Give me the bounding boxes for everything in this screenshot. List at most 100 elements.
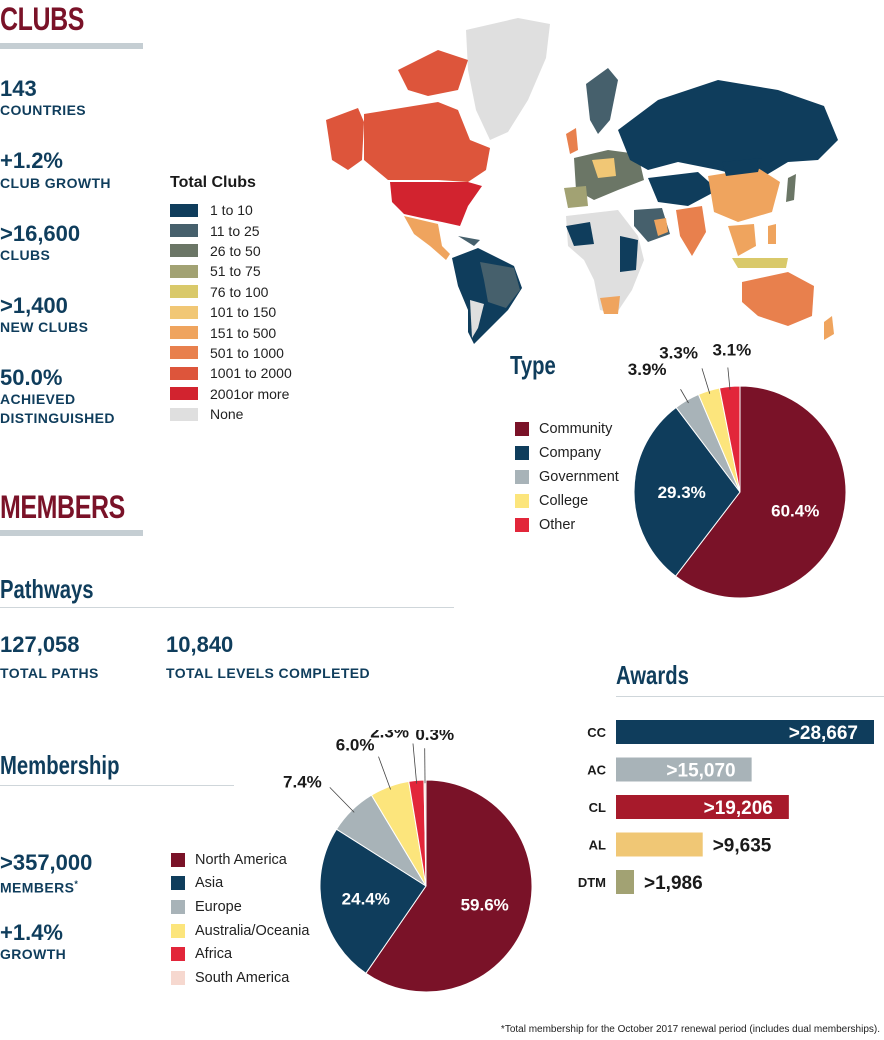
map-australia [742, 272, 814, 326]
map-legend-swatch [170, 224, 198, 238]
map-legend-item: 76 to 100 [170, 282, 292, 302]
map-uk [566, 128, 578, 154]
total-paths-label: TOTAL PATHS [0, 665, 99, 681]
map-legend-label: 1001 to 2000 [210, 365, 292, 382]
region-leader-line [412, 743, 418, 784]
region-legend-item: Asia [171, 872, 309, 896]
members-title: MEMBERS [0, 489, 125, 525]
membership-footnote: *Total membership for the October 2017 r… [500, 1024, 880, 1035]
type-value-label: 3.3% [659, 343, 698, 362]
members-count-value: >357,000 [0, 850, 93, 875]
award-value-label: >28,667 [789, 723, 858, 744]
map-legend-label: 26 to 50 [210, 242, 261, 259]
type-legend-label: Community [539, 421, 613, 437]
type-legend-swatch [515, 422, 529, 436]
region-legend-swatch [171, 899, 185, 914]
map-scandinavia [586, 68, 618, 134]
region-legend-swatch [171, 876, 185, 891]
map-central-asia [648, 172, 718, 206]
map-legend-label: 101 to 150 [210, 304, 277, 321]
award-value-label: >19,206 [704, 798, 773, 819]
region-legend-label: South America [195, 969, 290, 986]
type-value-label: 3.9% [628, 360, 667, 379]
stat-countries-label: COUNTRIES [0, 102, 87, 118]
map-arctic-islands [398, 50, 468, 96]
awards-rule [616, 696, 884, 697]
region-legend-label: North America [195, 851, 287, 868]
region-slice [365, 779, 533, 993]
type-value-label: 60.4% [771, 502, 819, 521]
type-value-label: 3.1% [712, 341, 751, 360]
map-caribbean [458, 236, 480, 246]
type-legend-label: Company [539, 445, 602, 461]
map-legend-label: 151 to 500 [210, 324, 277, 341]
region-legend-item: North America [171, 848, 309, 872]
map-west-africa [566, 222, 594, 246]
type-slice [633, 406, 741, 577]
map-legend-label: 2001or more [210, 385, 290, 402]
region-value-label: 2.3% [370, 730, 409, 741]
award-bar [616, 795, 789, 819]
stat-clubs-label: CLUBS [0, 247, 51, 263]
map-legend-item: 101 to 150 [170, 302, 292, 322]
map-legend-swatch [170, 407, 198, 421]
map-legend-item: 1001 to 2000 [170, 363, 292, 383]
map-spain [564, 186, 588, 208]
map-southeast-asia [728, 224, 756, 256]
region-legend-item: Africa [171, 942, 309, 966]
award-category-label: DTM [578, 875, 606, 890]
map-legend-item: 2001or more [170, 384, 292, 404]
map-canada [364, 102, 490, 182]
map-indonesia [732, 258, 788, 268]
map-legend-item: 1 to 10 [170, 200, 292, 220]
type-legend-swatch [515, 446, 529, 460]
type-value-label: 29.3% [658, 483, 706, 502]
award-bar [616, 757, 752, 782]
type-legend-label: College [539, 493, 589, 509]
type-legend-label: Other [539, 517, 576, 533]
map-greenland [466, 18, 550, 140]
stat-new-clubs-value: >1,400 [0, 293, 68, 318]
type-leader-line [727, 367, 731, 390]
map-new-zealand [824, 316, 834, 340]
pathways-title: Pathways [0, 574, 94, 604]
type-legend-swatch [515, 494, 529, 508]
award-category-label: AC [587, 763, 606, 778]
type-legend-item: Other [515, 513, 619, 537]
levels-completed-label: TOTAL LEVELS COMPLETED [166, 665, 371, 681]
map-russia [618, 80, 838, 180]
region-legend-swatch [171, 923, 185, 938]
total-paths-value: 127,058 [0, 632, 80, 657]
levels-completed-value: 10,840 [166, 632, 234, 657]
map-legend-swatch [170, 387, 198, 401]
awards-title: Awards [616, 660, 689, 690]
type-legend-item: College [515, 489, 619, 513]
map-legend-swatch [170, 285, 198, 299]
map-east-africa [620, 236, 638, 272]
map-legend-label: None [210, 406, 244, 423]
map-philippines [768, 224, 776, 244]
type-leader-line [680, 389, 689, 404]
type-leader-line [701, 368, 711, 394]
map-brazil [480, 262, 520, 308]
region-value-label: 0.3% [415, 730, 454, 744]
region-legend-item: Australia/Oceania [171, 919, 309, 943]
region-value-label: 24.4% [342, 889, 390, 908]
members-count-label: MEMBERS* [0, 875, 78, 898]
type-slice [674, 385, 847, 599]
membership-rule [0, 785, 234, 786]
award-value-label: >1,986 [644, 873, 703, 894]
stat-clubs-value: >16,600 [0, 221, 81, 246]
region-value-label: 59.6% [461, 895, 509, 914]
region-legend-label: Europe [195, 898, 242, 915]
map-legend-item: 151 to 500 [170, 322, 292, 342]
map-legend-title: Total Clubs [170, 174, 256, 191]
map-usa [390, 182, 482, 226]
type-legend-swatch [515, 470, 529, 484]
award-category-label: AL [589, 838, 606, 853]
map-legend-label: 51 to 75 [210, 263, 261, 280]
award-value-label: >9,635 [713, 836, 772, 857]
stat-distinguished-label: ACHIEVED DISTINGUISHED [0, 391, 115, 426]
award-bar [616, 832, 703, 857]
map-legend-label: 76 to 100 [210, 283, 269, 300]
